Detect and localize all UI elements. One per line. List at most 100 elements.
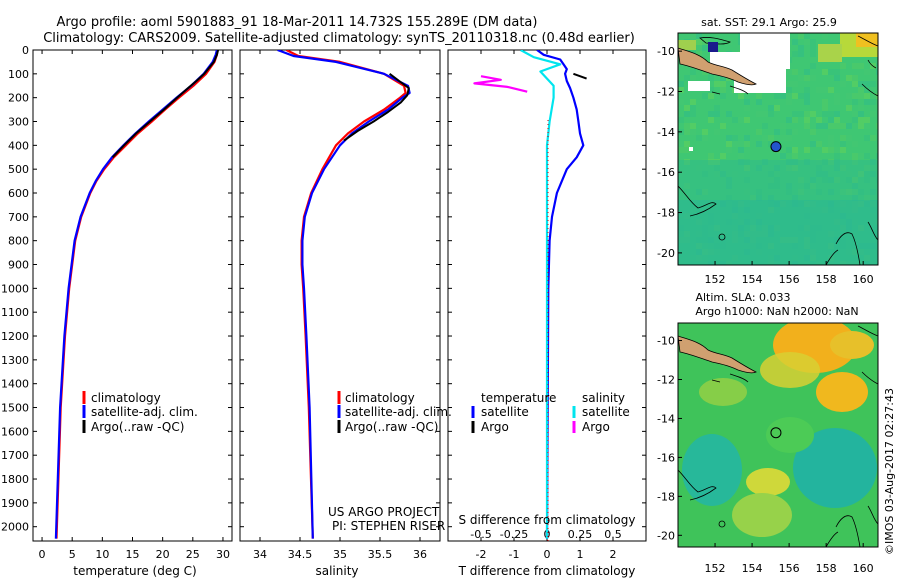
sst-map-cell	[708, 111, 714, 117]
sst-map-cell	[696, 135, 702, 141]
depth-tick-label: 1500	[1, 402, 29, 415]
sst-map-cell	[714, 105, 720, 111]
depth-tick-label: 1700	[1, 449, 29, 462]
sst-map-cell	[852, 141, 858, 147]
sst-map-cell	[798, 33, 804, 39]
map-y-tick-label: -12	[657, 373, 675, 386]
sst-map-cell	[864, 123, 870, 129]
sla-anomaly-blob	[760, 352, 820, 388]
temperature-xlabel: temperature (deg C)	[73, 564, 196, 578]
sst-map-cell	[846, 75, 852, 81]
legend-sat-label: satellite-adj. clim.	[91, 405, 198, 419]
sst-map-cell	[858, 105, 864, 111]
sst-map-cell	[708, 87, 714, 93]
sst-map-cell	[864, 93, 870, 99]
sst-map-cell	[828, 123, 834, 129]
project-line2: PI: STEPHEN RISER	[332, 519, 445, 533]
sst-map-cell	[816, 87, 822, 93]
sst-map-cell	[702, 45, 708, 51]
sla-reef-marker	[718, 520, 726, 528]
sst-cool-region	[678, 200, 878, 265]
argo-float-position	[770, 427, 782, 439]
map-y-tick-label: -20	[657, 529, 675, 542]
depth-tick-label: 800	[8, 235, 29, 248]
sst-map-cell	[786, 87, 792, 93]
sla-map-title-line1: Altim. SLA: 0.033	[695, 291, 790, 304]
depth-tick-label: 1600	[1, 425, 29, 438]
x-tick-label-salinity: 0.5	[604, 528, 622, 541]
depth-tick-label: 1000	[1, 282, 29, 295]
sst-map-cell	[810, 75, 816, 81]
series-line-satellite-adj-clim-	[54, 50, 218, 539]
sst-map-cell	[744, 135, 750, 141]
sst-map-cell	[804, 147, 810, 153]
x-tick-label: 5	[69, 548, 76, 561]
salinity-xlabel: salinity	[315, 564, 358, 578]
series-line-s-satellite	[520, 50, 562, 539]
sst-map-cell	[840, 147, 846, 153]
sst-map-cell	[876, 153, 878, 159]
sst-map-cell	[810, 51, 816, 57]
sst-map-cell	[810, 141, 816, 147]
sst-map-cell	[786, 99, 792, 105]
x-tick-label: 0	[39, 548, 46, 561]
sst-map-cell	[864, 153, 870, 159]
sst-map-cell	[864, 81, 870, 87]
sst-missing-data	[688, 81, 710, 91]
sst-map-cell	[852, 153, 858, 159]
sst-map-cell	[696, 51, 702, 57]
sst-map-cell	[852, 63, 858, 69]
sst-reef-marker	[718, 233, 726, 241]
x-tick-label: 1	[577, 548, 584, 561]
x-tick-label: 10	[95, 548, 109, 561]
sst-map-cell	[852, 93, 858, 99]
sst-map-cell	[816, 117, 822, 123]
argo-float-square-marker	[708, 42, 718, 52]
x-tick-label: 2	[610, 548, 617, 561]
legend-clim-label: climatology	[345, 391, 415, 405]
sst-map-cell	[828, 111, 834, 117]
x-tick-label-salinity: -0.5	[470, 528, 491, 541]
sst-map-cell	[786, 135, 792, 141]
map-y-tick-label: -18	[657, 490, 675, 503]
x-tick-label: 0	[544, 548, 551, 561]
sst-map-cell	[846, 105, 852, 111]
sst-map-cell	[810, 45, 816, 51]
sst-map-cell	[720, 153, 726, 159]
sla-coastline	[857, 325, 878, 385]
sst-map-cell	[738, 147, 744, 153]
legend-temperature-heading: temperature	[481, 391, 556, 405]
sst-map-cell	[714, 81, 720, 87]
depth-tick-label: 2000	[1, 521, 29, 534]
sst-map-cell	[744, 99, 750, 105]
salinity-ticks: 34 34.5 35 35.5 36	[240, 49, 440, 561]
map-x-tick-label: 158	[816, 273, 837, 286]
temperature-axes	[32, 49, 233, 542]
sst-map-cell	[876, 63, 878, 69]
sst-map-cell	[762, 111, 768, 117]
map-x-tick-label: 160	[853, 273, 874, 286]
sst-map-cell	[684, 111, 690, 117]
sst-map-cell	[708, 153, 714, 159]
depth-tick-label: 900	[8, 259, 29, 272]
sst-map-cell	[804, 93, 810, 99]
sst-map-cell	[876, 93, 878, 99]
sst-map-cell	[786, 117, 792, 123]
sst-map-cell	[804, 99, 810, 105]
sst-map-cell	[822, 33, 828, 39]
sst-map-cell	[786, 81, 792, 87]
sst-map-cell	[804, 39, 810, 45]
sst-map-cell	[678, 117, 684, 123]
sst-map-cell	[738, 153, 744, 159]
sst-coastline	[857, 35, 878, 97]
sst-map-cell	[690, 69, 696, 75]
sst-map-cell	[858, 111, 864, 117]
sst-map-cell	[684, 141, 690, 147]
series-line-climatology	[55, 50, 219, 539]
sst-map-cell	[846, 135, 852, 141]
sst-map-cell	[834, 153, 840, 159]
sla-anomaly-blob	[732, 493, 792, 537]
depth-tick-label: 1200	[1, 330, 29, 343]
sst-map-cell	[708, 117, 714, 123]
sst-map-cell	[834, 147, 840, 153]
